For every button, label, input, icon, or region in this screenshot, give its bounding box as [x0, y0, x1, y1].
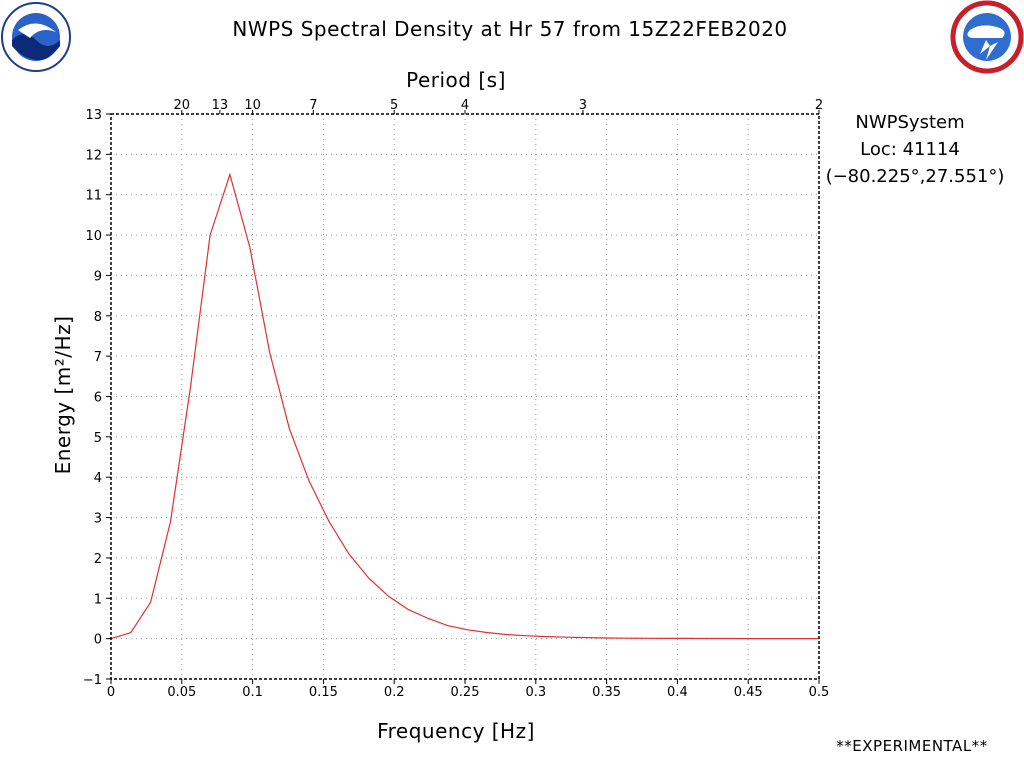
period-tick-label: 5	[390, 98, 398, 113]
y-tick-label: 2	[94, 552, 102, 567]
y-tick-label: 11	[85, 189, 102, 204]
y-tick-label: 4	[94, 471, 102, 486]
x-tick-label: 0.35	[592, 685, 621, 700]
national-weather-service-logo	[950, 0, 1024, 74]
location-coords: (−80.225°,27.551°)	[826, 166, 1005, 187]
period-ticks: 20 13 10 7 5 4 3 2	[174, 98, 823, 114]
location-id: Loc: 41114	[860, 139, 960, 160]
period-tick-label: 20	[174, 98, 191, 113]
x-tick-label: 0.45	[734, 685, 763, 700]
period-tick-label: 13	[212, 98, 229, 113]
y-tick-label: 9	[94, 269, 102, 284]
x-tick-label: 0.4	[667, 685, 688, 700]
y-tick-label: 1	[94, 592, 102, 607]
chart-title: NWPS Spectral Density at Hr 57 from 15Z2…	[232, 17, 787, 41]
top-axis-label: Period [s]	[406, 68, 506, 92]
period-tick-label: 3	[579, 98, 587, 113]
x-axis-label: Frequency [Hz]	[377, 719, 535, 743]
x-tick-label: 0.5	[809, 685, 830, 700]
period-tick-label: 7	[309, 98, 317, 113]
y-tick-label: 3	[94, 512, 102, 527]
x-tick-label: 0.3	[525, 685, 546, 700]
x-tick-label: 0.15	[309, 685, 338, 700]
x-ticks: 0 0.05 0.1 0.15 0.2 0.25 0.3 0.35 0.4 0.45 0.5	[107, 679, 829, 700]
period-tick-label: 10	[244, 98, 261, 113]
y-tick-label: 0	[94, 633, 102, 648]
x-tick-label: 0	[107, 685, 115, 700]
plot-frame	[110, 113, 820, 680]
period-tick-label: 4	[461, 98, 469, 113]
y-tick-label: 10	[85, 229, 102, 244]
y-axis-label: Energy [m²/Hz]	[51, 316, 75, 475]
y-tick-label: 6	[94, 391, 102, 406]
y-tick-label: 8	[94, 310, 102, 325]
period-tick-label: 2	[815, 98, 823, 113]
system-name: NWPSystem	[855, 112, 964, 133]
y-tick-label: 7	[94, 350, 102, 365]
x-tick-label: 0.05	[167, 685, 196, 700]
y-tick-label: 13	[85, 108, 102, 123]
x-tick-label: 0.25	[451, 685, 480, 700]
x-tick-label: 0.2	[384, 685, 405, 700]
y-tick-label: −1	[83, 673, 102, 688]
y-tick-label: 12	[85, 148, 102, 163]
experimental-note: **EXPERIMENTAL**	[836, 737, 987, 755]
noaa-logo	[1, 2, 71, 72]
series-layer	[110, 172, 819, 640]
energy-series-line	[110, 172, 819, 640]
x-tick-label: 0.1	[242, 685, 263, 700]
y-tick-label: 5	[94, 431, 102, 446]
grid-lines	[111, 114, 819, 679]
